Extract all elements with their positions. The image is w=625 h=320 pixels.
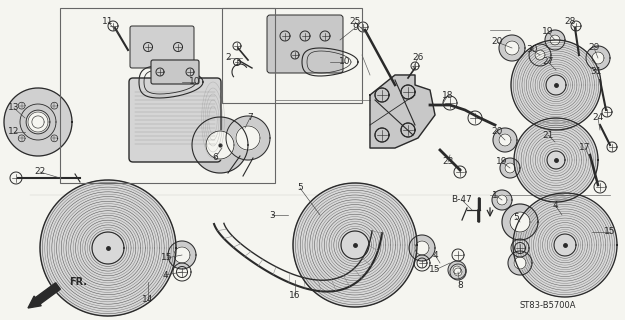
- Text: 28: 28: [564, 18, 576, 27]
- Text: 22: 22: [34, 167, 46, 177]
- Text: 31: 31: [590, 68, 602, 76]
- Circle shape: [511, 40, 601, 130]
- Text: 24: 24: [592, 114, 604, 123]
- Text: 14: 14: [142, 295, 154, 305]
- Text: 11: 11: [102, 18, 114, 27]
- Text: 9: 9: [352, 23, 358, 33]
- Circle shape: [545, 30, 565, 50]
- Circle shape: [192, 117, 248, 173]
- Circle shape: [505, 41, 519, 55]
- FancyArrow shape: [28, 283, 61, 308]
- FancyBboxPatch shape: [130, 26, 194, 68]
- Circle shape: [448, 261, 466, 279]
- Circle shape: [586, 46, 610, 70]
- FancyBboxPatch shape: [267, 15, 343, 73]
- Circle shape: [550, 35, 560, 45]
- Text: 2: 2: [225, 53, 231, 62]
- Circle shape: [502, 204, 538, 240]
- Circle shape: [168, 241, 196, 269]
- Text: 30: 30: [526, 45, 538, 54]
- Bar: [222, 8, 362, 103]
- Text: 26: 26: [412, 53, 424, 62]
- Circle shape: [226, 116, 270, 160]
- Text: 21: 21: [542, 131, 554, 140]
- Circle shape: [415, 241, 429, 255]
- Text: 15: 15: [604, 228, 616, 236]
- Circle shape: [450, 264, 466, 280]
- Circle shape: [293, 183, 417, 307]
- Circle shape: [236, 126, 260, 150]
- Circle shape: [493, 128, 517, 152]
- Circle shape: [505, 163, 515, 173]
- Text: 20: 20: [491, 37, 502, 46]
- Circle shape: [592, 52, 604, 64]
- Circle shape: [497, 195, 507, 205]
- Text: 1: 1: [492, 190, 498, 199]
- Circle shape: [510, 212, 530, 232]
- Text: 13: 13: [8, 103, 20, 113]
- Circle shape: [26, 110, 50, 134]
- Text: 10: 10: [339, 58, 351, 67]
- Text: 27: 27: [542, 58, 554, 67]
- Text: 5: 5: [513, 213, 519, 222]
- Circle shape: [4, 88, 72, 156]
- Text: 15: 15: [161, 253, 172, 262]
- Circle shape: [453, 266, 461, 274]
- Polygon shape: [370, 75, 435, 148]
- Text: 23: 23: [442, 157, 454, 166]
- Text: 29: 29: [588, 44, 600, 52]
- Text: 25: 25: [349, 18, 361, 27]
- Text: 15: 15: [429, 266, 441, 275]
- Text: 18: 18: [442, 91, 454, 100]
- Text: ST83-B5700A: ST83-B5700A: [520, 301, 576, 310]
- Circle shape: [500, 158, 520, 178]
- Circle shape: [499, 134, 511, 146]
- Text: 8: 8: [457, 281, 463, 290]
- Text: 4: 4: [162, 270, 168, 279]
- Text: 20: 20: [491, 127, 502, 137]
- FancyBboxPatch shape: [129, 78, 221, 162]
- Circle shape: [513, 193, 617, 297]
- Text: 16: 16: [289, 291, 301, 300]
- Text: 19: 19: [542, 28, 554, 36]
- Text: 4: 4: [432, 251, 437, 260]
- Circle shape: [454, 268, 462, 276]
- FancyBboxPatch shape: [151, 60, 199, 84]
- Bar: [60, 8, 275, 183]
- Text: B-47: B-47: [452, 196, 472, 204]
- Circle shape: [32, 116, 44, 128]
- Circle shape: [508, 251, 532, 275]
- Circle shape: [499, 35, 525, 61]
- Circle shape: [40, 180, 176, 316]
- Text: 12: 12: [8, 127, 20, 137]
- Text: 19: 19: [496, 157, 508, 166]
- Circle shape: [20, 104, 56, 140]
- Text: 4: 4: [552, 201, 558, 210]
- Circle shape: [206, 131, 234, 159]
- Circle shape: [529, 44, 551, 66]
- Text: 17: 17: [579, 143, 591, 153]
- Text: 5: 5: [297, 183, 303, 193]
- Circle shape: [514, 257, 526, 269]
- Circle shape: [28, 112, 48, 132]
- Circle shape: [174, 247, 190, 263]
- Circle shape: [409, 235, 435, 261]
- Circle shape: [492, 190, 512, 210]
- Text: FR.: FR.: [69, 277, 87, 287]
- Text: 6: 6: [212, 154, 218, 163]
- Text: 10: 10: [189, 77, 201, 86]
- Text: 3: 3: [269, 211, 275, 220]
- Circle shape: [535, 50, 545, 60]
- Circle shape: [514, 118, 598, 202]
- Text: 7: 7: [247, 114, 253, 123]
